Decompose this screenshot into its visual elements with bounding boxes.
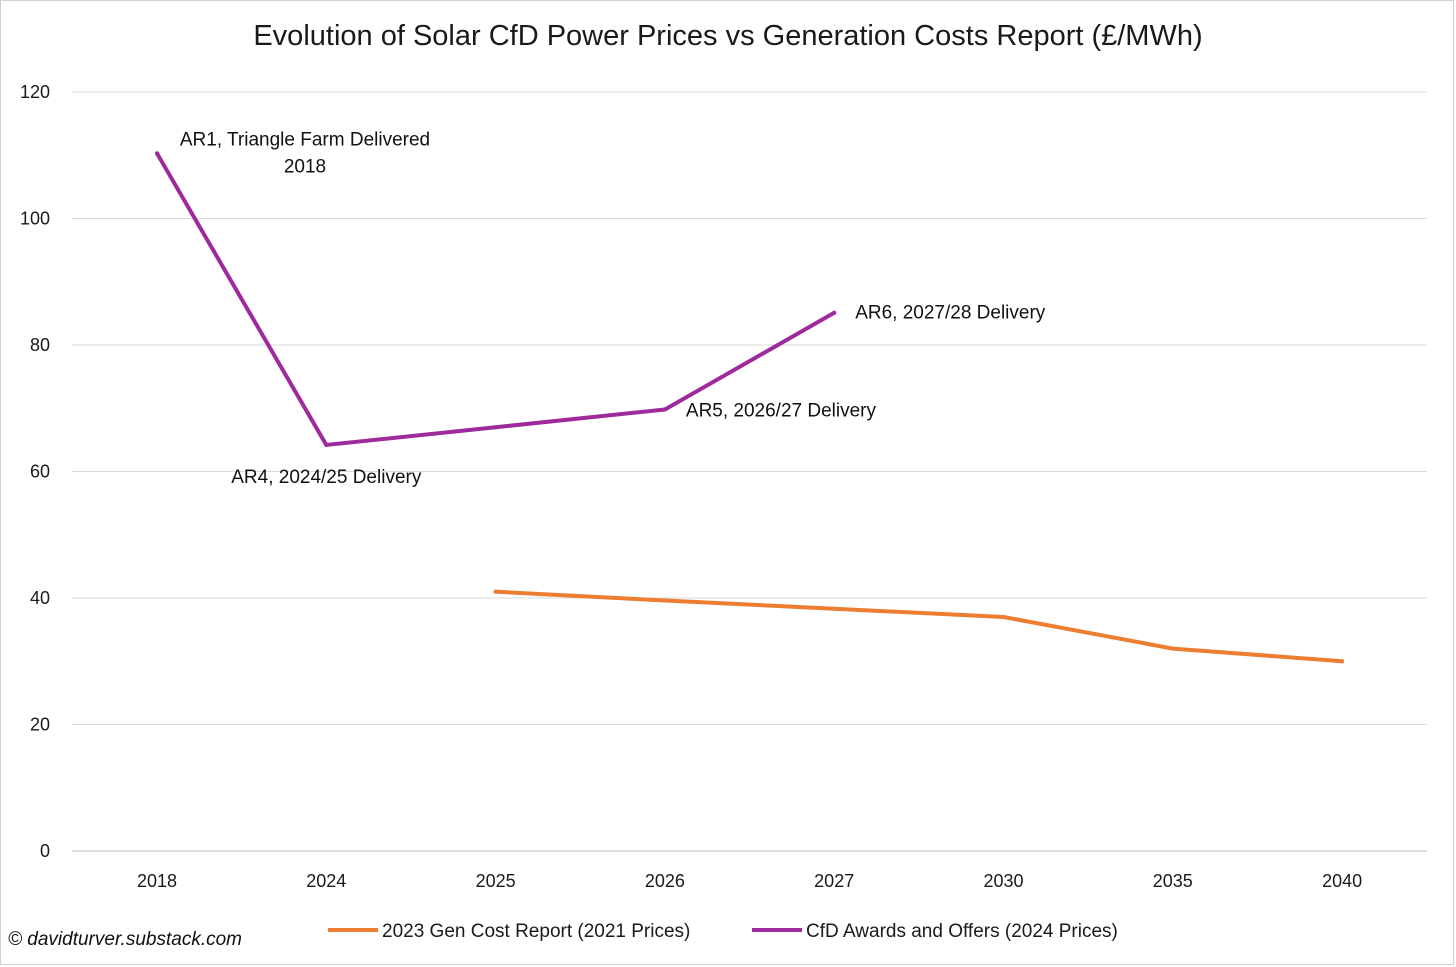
y-tick-label: 100 [20, 209, 50, 229]
credit-text: © davidturver.substack.com [8, 929, 242, 950]
y-tick-label: 0 [40, 841, 50, 861]
data-point-cfd-awards [324, 442, 329, 447]
data-point-gen-cost [1170, 646, 1175, 651]
data-point-gen-cost [493, 589, 498, 594]
data-point-cfd-awards [493, 425, 498, 430]
y-tick-label: 40 [30, 588, 50, 608]
x-tick-label: 2018 [137, 871, 177, 891]
x-tick-label: 2030 [983, 871, 1023, 891]
y-tick-label: 80 [30, 335, 50, 355]
annotation-ar1: AR1, Triangle Farm Delivered [180, 129, 430, 150]
data-point-cfd-awards [832, 310, 837, 315]
data-point-gen-cost [1340, 659, 1345, 664]
annotation-ar6: AR6, 2027/28 Delivery [855, 303, 1046, 324]
legend-gen-cost-label: 2023 Gen Cost Report (2021 Prices) [382, 921, 690, 942]
x-tick-label: 2026 [645, 871, 685, 891]
annotation-ar1: 2018 [284, 156, 326, 177]
y-tick-label: 20 [30, 715, 50, 735]
chart-title: Evolution of Solar CfD Power Prices vs G… [253, 20, 1203, 52]
data-point-gen-cost [1001, 614, 1006, 619]
data-point-cfd-awards [662, 407, 667, 412]
data-point-gen-cost [832, 606, 837, 611]
x-tick-label: 2025 [476, 871, 516, 891]
annotation-ar4: AR4, 2024/25 Delivery [231, 467, 422, 488]
series-line-gen-cost [493, 589, 1345, 664]
y-tick-label: 120 [20, 82, 50, 102]
annotation-ar5: AR5, 2026/27 Delivery [686, 401, 877, 422]
legend-cfd-awards-label: CfD Awards and Offers (2024 Prices) [806, 921, 1118, 942]
x-tick-label: 2024 [306, 871, 346, 891]
x-tick-label: 2027 [814, 871, 854, 891]
x-tick-label: 2040 [1322, 871, 1362, 891]
data-point-cfd-awards [155, 151, 159, 156]
x-tick-label: 2035 [1153, 871, 1193, 891]
data-point-gen-cost [662, 598, 667, 603]
y-tick-label: 60 [30, 462, 50, 482]
